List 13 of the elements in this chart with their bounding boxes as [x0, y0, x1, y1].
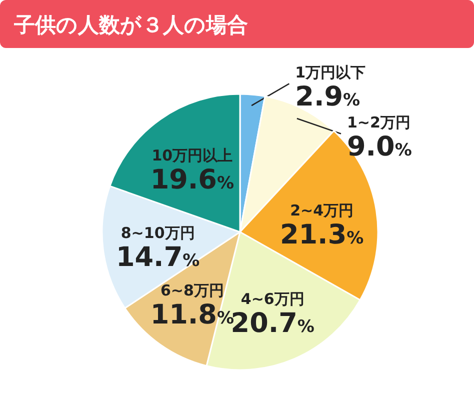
- slice-label: 2~4万円: [290, 201, 354, 220]
- data-label: 2.9%: [295, 82, 360, 113]
- slice-label: 1~2万円: [346, 114, 410, 132]
- slice-label: 6~8万円: [160, 282, 224, 300]
- slice-label: 8~10万円: [120, 224, 195, 242]
- data-label: 21.3%: [280, 219, 364, 250]
- data-label: 14.7%: [116, 242, 200, 274]
- data-label: 19.6%: [150, 164, 234, 196]
- data-label: 9.0%: [346, 132, 412, 163]
- chart-title: 子供の人数が３人の場合: [13, 13, 248, 37]
- slice-label: 4~6万円: [240, 290, 304, 308]
- slice-label: 1万円以下: [295, 64, 366, 82]
- slice-label: 10万円以上: [152, 146, 233, 164]
